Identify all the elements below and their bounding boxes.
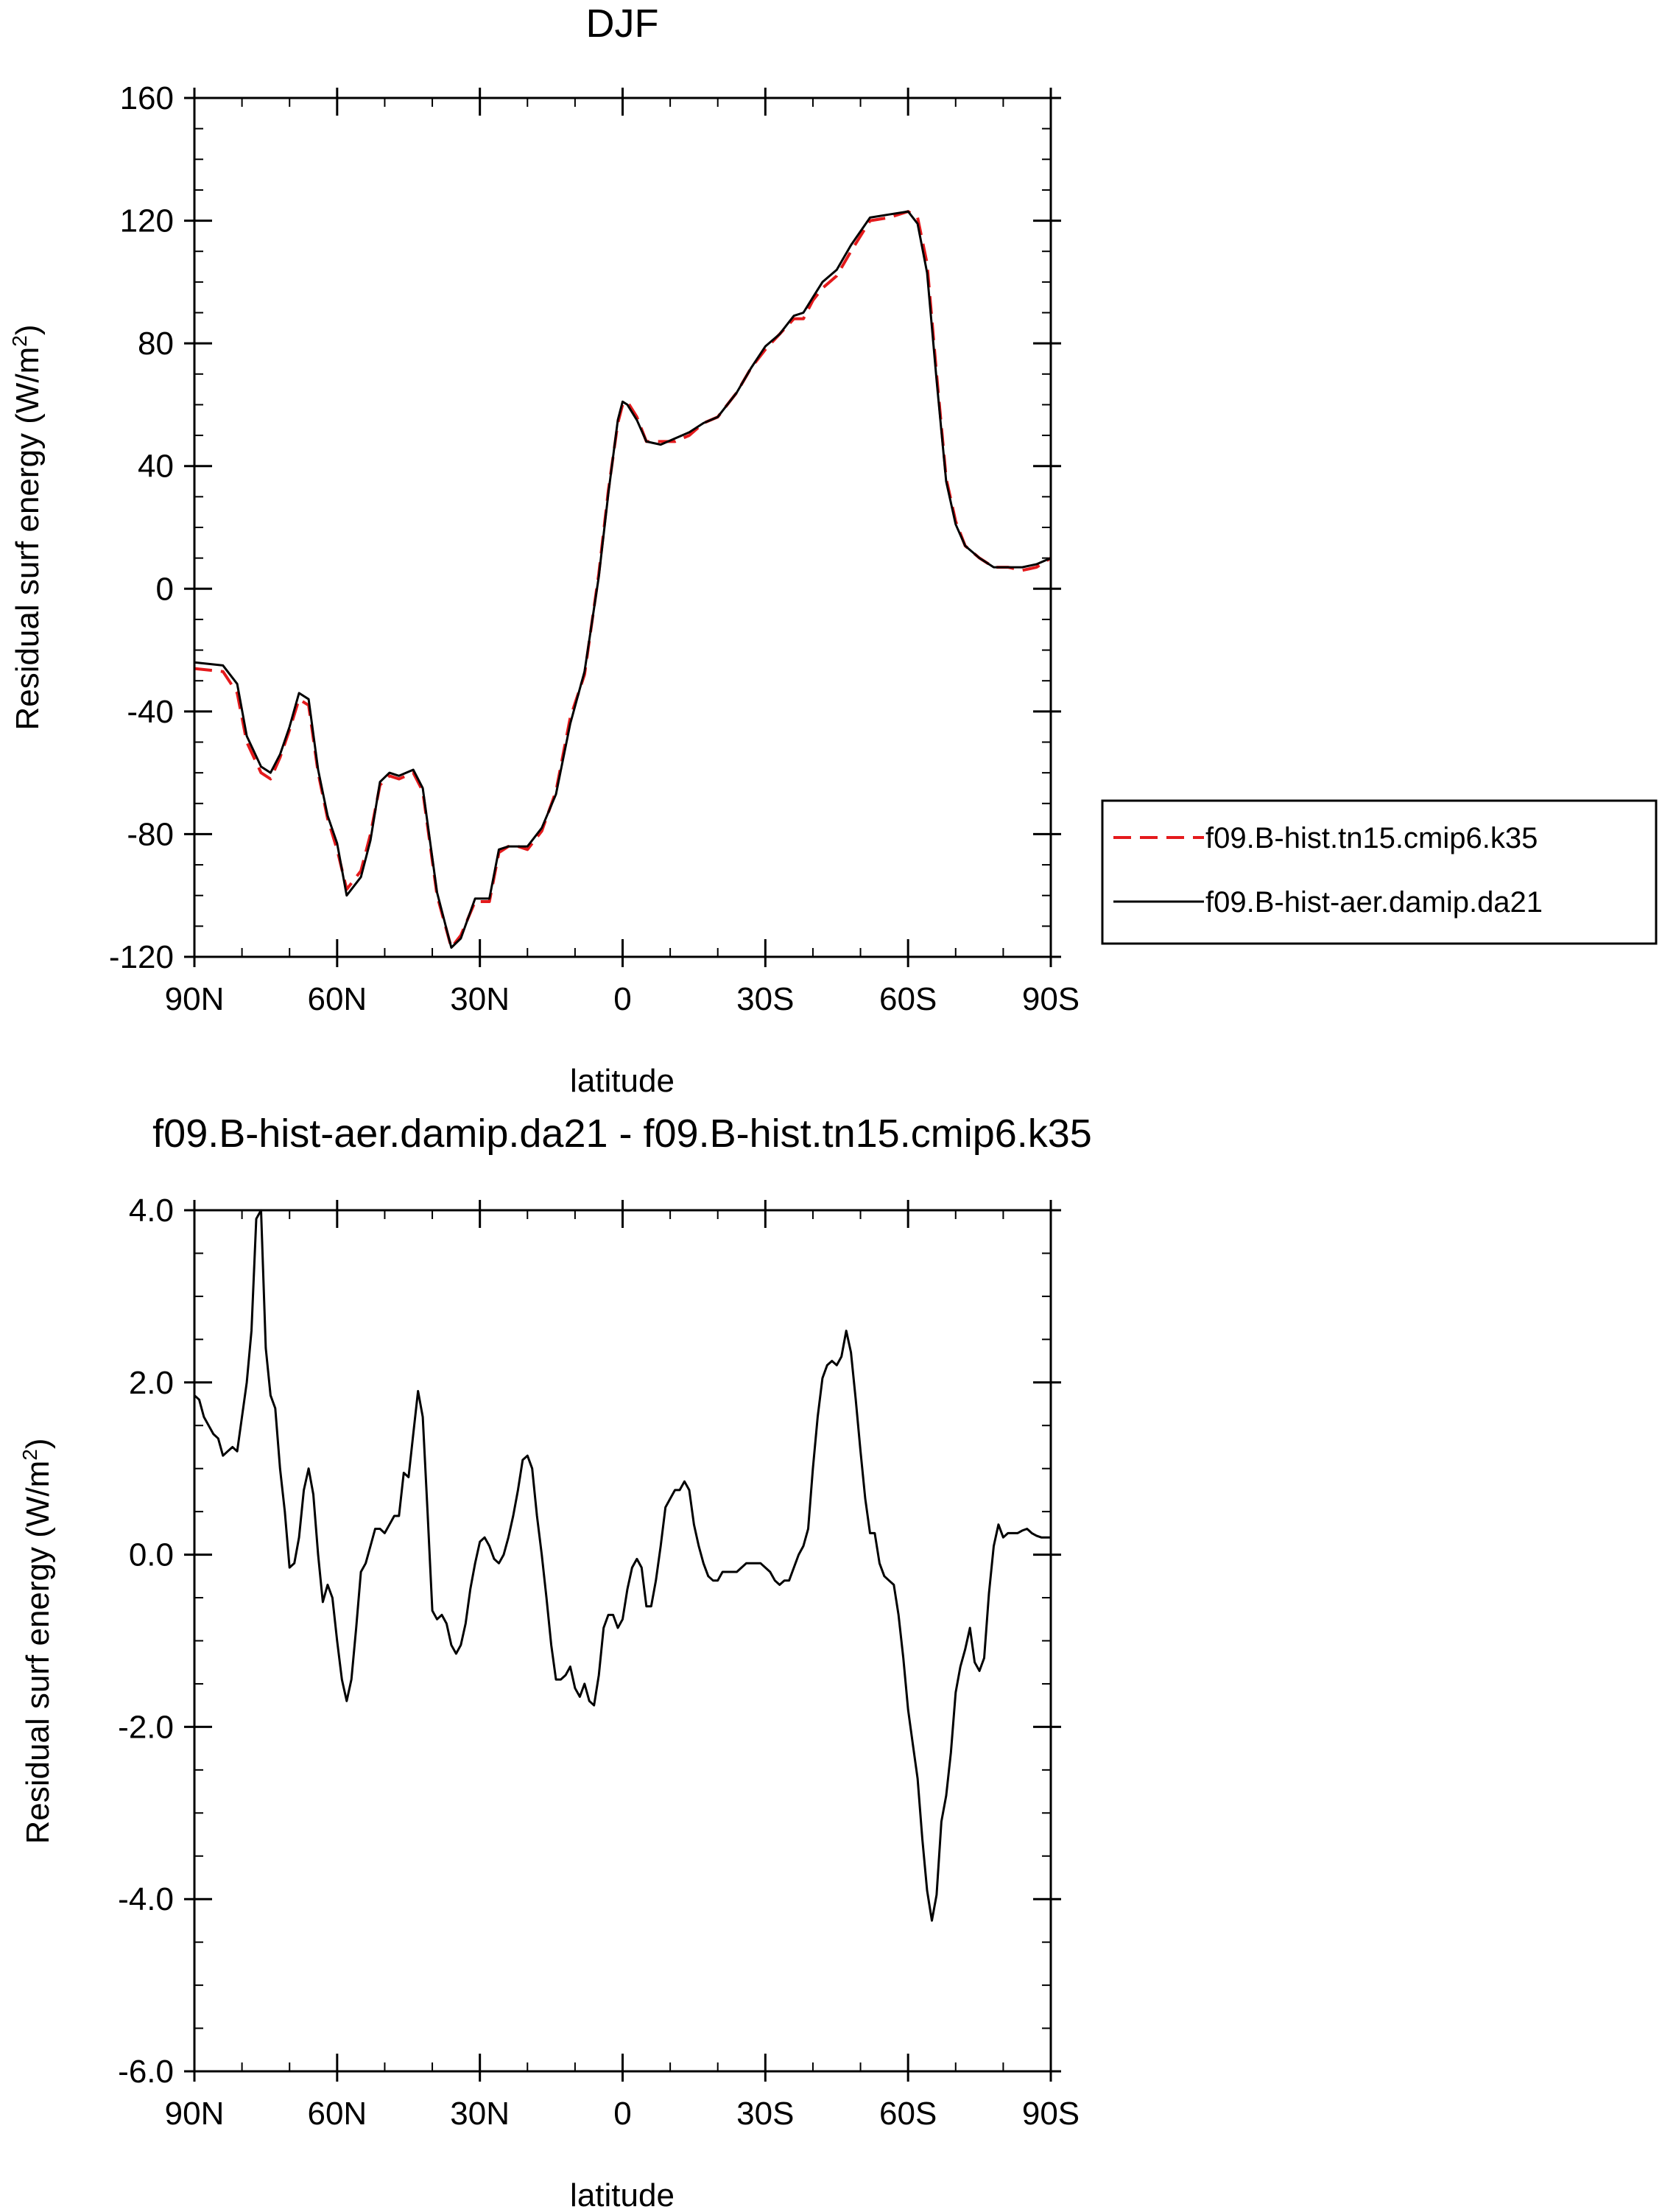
- bottom-y-tick-label: -6.0: [118, 2054, 174, 2090]
- top-series-tn15-dashed: [194, 210, 1052, 949]
- top-y-tick-label: -80: [127, 816, 174, 852]
- top-y-axis-label-text: Residual surf energy (W/m: [10, 347, 46, 731]
- bottom-x-tick-label: 90N: [165, 2096, 225, 2132]
- top-tick-labels: 90N 60N 30N 0 30S 60S 90S 160 120 80 40 0 -40 -80 -120: [109, 80, 1080, 1017]
- bottom-y-axis-label-sup: 2: [18, 1449, 41, 1461]
- top-chart-title: DJF: [586, 1, 659, 46]
- bottom-panel: f09.B-hist-aer.damip.da21 - f09.B-hist.t…: [18, 1112, 1092, 2212]
- top-x-tick-label: 60S: [879, 981, 937, 1017]
- bottom-x-tick-label: 0: [613, 2096, 631, 2132]
- bottom-plot-frame: [193, 1209, 1052, 2073]
- top-y-axis-label-close: ): [10, 324, 46, 335]
- bottom-y-tick-label: 0.0: [129, 1537, 174, 1573]
- legend-label-aer: f09.B-hist-aer.damip.da21: [1205, 886, 1543, 919]
- top-x-tick-label: 90N: [165, 981, 225, 1017]
- top-axes-ticks: [184, 88, 1061, 967]
- bottom-y-axis-label-close: ): [20, 1438, 56, 1449]
- bottom-y-axis-label-text: Residual surf energy (W/m: [20, 1461, 56, 1844]
- legend-label-tn15: f09.B-hist.tn15.cmip6.k35: [1205, 822, 1538, 854]
- legend-box: [1101, 799, 1658, 945]
- top-y-axis-label-sup: 2: [8, 335, 31, 347]
- top-y-tick-label: 40: [138, 449, 174, 485]
- bottom-x-tick-label: 90S: [1022, 2096, 1080, 2132]
- top-x-tick-label: 60N: [307, 981, 367, 1017]
- bottom-x-tick-label: 60N: [307, 2096, 367, 2132]
- bottom-series-aer-solid: [193, 1209, 1051, 1922]
- bottom-x-tick-label: 60S: [879, 2096, 937, 2132]
- top-series-aer-solid: [194, 210, 1052, 949]
- bottom-y-tick-label: -4.0: [118, 1881, 174, 1917]
- bottom-series-lines: [193, 1209, 1051, 1922]
- bottom-x-tick-label: 30N: [450, 2096, 510, 2132]
- top-x-tick-label: 90S: [1022, 981, 1080, 1017]
- bottom-y-tick-label: 2.0: [129, 1365, 174, 1401]
- bottom-x-tick-label: 30S: [736, 2096, 794, 2132]
- bottom-y-axis-label: Residual surf energy (W/m2): [18, 1438, 56, 1844]
- top-plot-frame: [193, 96, 1052, 958]
- bottom-axes-ticks: [184, 1200, 1061, 2082]
- top-x-tick-label: 30N: [450, 981, 510, 1017]
- top-x-tick-label: 30S: [736, 981, 794, 1017]
- top-y-tick-label: -40: [127, 694, 174, 730]
- bottom-y-tick-label: 4.0: [129, 1193, 174, 1229]
- top-panel: DJF 90N 60N 30N 0 30S 60S 90S 160 120 80 40 0 -40 -80…: [8, 1, 1658, 1099]
- bottom-x-axis-label: latitude: [570, 2177, 675, 2212]
- top-y-axis-label: Residual surf energy (W/m2): [8, 324, 46, 730]
- bottom-y-tick-label: -2.0: [118, 1709, 174, 1745]
- top-y-tick-label: 0: [156, 571, 174, 607]
- top-y-tick-label: -120: [109, 939, 174, 975]
- top-series-lines: [194, 210, 1052, 949]
- bottom-chart-title: f09.B-hist-aer.damip.da21 - f09.B-hist.t…: [152, 1112, 1092, 1156]
- bottom-tick-labels: 90N 60N 30N 0 30S 60S 90S 4.0 2.0 0.0 -2.0 -4.0 -6.0: [118, 1193, 1080, 2132]
- top-x-tick-label: 0: [613, 981, 631, 1017]
- top-x-axis-label: latitude: [570, 1063, 675, 1099]
- top-y-tick-label: 80: [138, 326, 174, 362]
- top-y-tick-label: 160: [120, 80, 174, 116]
- legend: f09.B-hist.tn15.cmip6.k35 f09.B-hist-aer…: [1101, 799, 1658, 945]
- top-y-tick-label: 120: [120, 203, 174, 239]
